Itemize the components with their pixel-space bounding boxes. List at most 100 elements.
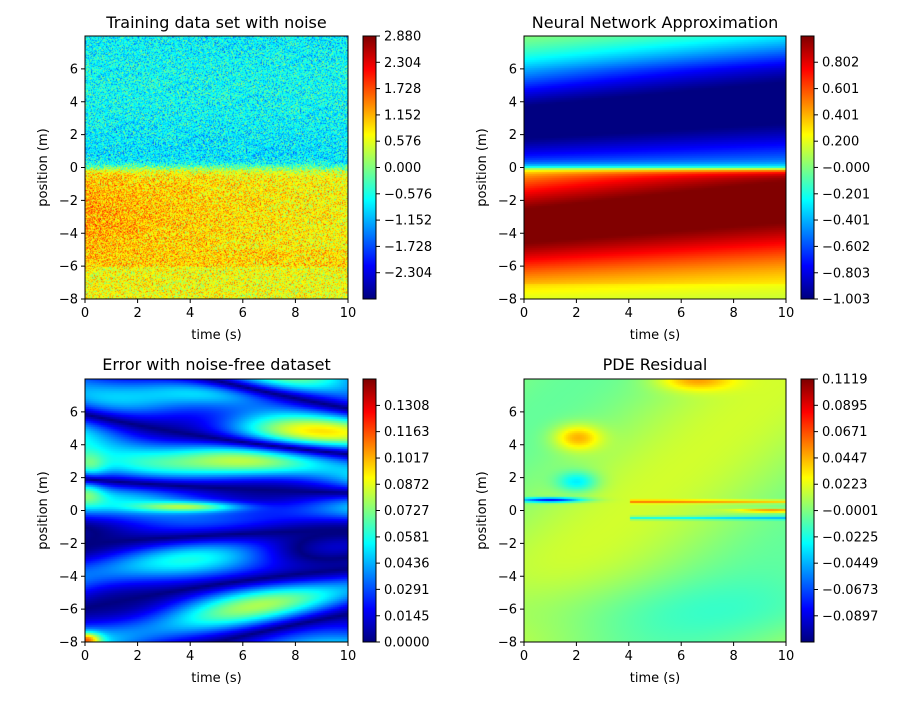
- colorbar-tick-label: −1.152: [384, 214, 432, 229]
- x-tick-label: 4: [186, 649, 194, 664]
- chart-title-3: Error with noise-free dataset: [102, 355, 331, 374]
- colorbar-tick-label: 0.0436: [384, 557, 430, 572]
- x-tick-label: 6: [677, 649, 685, 664]
- colorbar-tick-label: 0.0872: [384, 478, 430, 493]
- colorbar-tick-label: −0.000: [822, 161, 870, 176]
- y-tick-label: 6: [70, 62, 78, 77]
- colorbar-tick-label: 1.152: [384, 108, 421, 123]
- x-tick-label: 0: [520, 649, 528, 664]
- chart-title-4: PDE Residual: [603, 355, 708, 374]
- x-tick-label: 6: [677, 306, 685, 321]
- y-tick-label: −8: [59, 293, 78, 308]
- colorbar-tick-label: 0.0727: [384, 504, 430, 519]
- colorbar-tick-label: 0.0145: [384, 609, 430, 624]
- colorbar-tick-label: 1.728: [384, 82, 421, 97]
- y-tick-label: 0: [509, 504, 517, 519]
- y-tick-label: 4: [509, 95, 517, 110]
- chart-title-2: Neural Network Approximation: [532, 13, 779, 32]
- x-axis-label: time (s): [191, 328, 241, 343]
- x-tick-label: 10: [340, 306, 357, 321]
- subplot-3: [84, 378, 349, 643]
- y-tick-label: 0: [509, 161, 517, 176]
- y-tick-label: −4: [59, 570, 78, 585]
- colorbar-tick-label: −0.0897: [822, 609, 878, 624]
- y-tick-label: −2: [59, 194, 78, 209]
- colorbar-tick-label: −1.003: [822, 293, 870, 308]
- y-tick-label: −6: [59, 260, 78, 275]
- y-tick-label: 2: [509, 471, 517, 486]
- y-axis-label: position (m): [36, 128, 51, 206]
- colorbar-1: [363, 36, 376, 299]
- colorbar-tick-label: 2.880: [384, 30, 421, 45]
- colorbar-3: [363, 379, 376, 642]
- x-tick-label: 2: [133, 306, 141, 321]
- y-tick-label: −6: [498, 603, 517, 618]
- y-tick-label: −2: [498, 537, 517, 552]
- y-tick-label: 4: [70, 438, 78, 453]
- heatmap-3: [85, 379, 348, 642]
- x-tick-label: 0: [520, 306, 528, 321]
- y-tick-label: −4: [498, 227, 517, 242]
- colorbar-2: [801, 36, 814, 299]
- chart-title-1: Training data set with noise: [105, 13, 326, 32]
- y-tick-label: −2: [498, 194, 517, 209]
- y-tick-label: 4: [70, 95, 78, 110]
- x-tick-label: 10: [778, 649, 795, 664]
- colorbar-tick-label: −0.602: [822, 240, 870, 255]
- x-axis-label: time (s): [191, 671, 241, 686]
- heatmap-1: [85, 36, 348, 299]
- colorbar-tick-label: 0.0223: [822, 478, 868, 493]
- colorbar-tick-label: 0.0895: [822, 399, 868, 414]
- y-tick-label: −8: [59, 636, 78, 651]
- colorbar-tick-label: 0.1017: [384, 452, 430, 467]
- y-axis-label: position (m): [475, 128, 490, 206]
- x-tick-label: 4: [186, 306, 194, 321]
- colorbar-tick-label: 2.304: [384, 56, 421, 71]
- x-tick-label: 0: [81, 306, 89, 321]
- colorbar-tick-label: 0.0291: [384, 583, 430, 598]
- colorbar-tick-label: 0.000: [384, 161, 421, 176]
- y-tick-label: −2: [59, 537, 78, 552]
- colorbar-tick-label: 0.1163: [384, 425, 430, 440]
- colorbar-tick-label: 0.0581: [384, 530, 430, 545]
- colorbar-tick-label: 0.0447: [822, 451, 868, 466]
- x-tick-label: 6: [239, 306, 247, 321]
- colorbar-tick-label: −0.576: [384, 187, 432, 202]
- y-axis-label: position (m): [36, 471, 51, 549]
- x-tick-label: 4: [625, 306, 633, 321]
- colorbar-tick-label: 0.576: [384, 135, 421, 150]
- y-tick-label: 4: [509, 438, 517, 453]
- subplot-2: [523, 35, 787, 300]
- colorbar-tick-label: −0.803: [822, 266, 870, 281]
- y-tick-label: −6: [59, 603, 78, 618]
- colorbar-tick-label: −0.0673: [822, 583, 878, 598]
- x-tick-label: 4: [625, 649, 633, 664]
- colorbar-tick-label: −2.304: [384, 266, 432, 281]
- colorbar-tick-label: −0.0225: [822, 530, 878, 545]
- x-tick-label: 8: [729, 649, 737, 664]
- y-tick-label: 0: [70, 161, 78, 176]
- y-tick-label: 2: [509, 128, 517, 143]
- x-axis-label: time (s): [630, 671, 680, 686]
- x-tick-label: 10: [778, 306, 795, 321]
- y-tick-label: −4: [498, 570, 517, 585]
- colorbar-tick-label: −0.401: [822, 214, 870, 229]
- subplot-4: [523, 378, 787, 643]
- colorbar-4: [801, 379, 814, 642]
- colorbar-tick-label: 0.1119: [822, 373, 868, 388]
- x-tick-label: 2: [133, 649, 141, 664]
- colorbar-tick-label: −0.0001: [822, 504, 878, 519]
- y-tick-label: −8: [498, 636, 517, 651]
- colorbar-tick-label: −0.0449: [822, 557, 878, 572]
- colorbar-tick-label: −0.201: [822, 187, 870, 202]
- y-tick-label: 6: [70, 405, 78, 420]
- y-tick-label: 0: [70, 504, 78, 519]
- heatmap-2: [524, 36, 786, 299]
- y-tick-label: 6: [509, 405, 517, 420]
- x-tick-label: 8: [291, 306, 299, 321]
- x-tick-label: 2: [572, 649, 580, 664]
- x-tick-label: 0: [81, 649, 89, 664]
- colorbar-tick-label: 0.802: [822, 56, 859, 71]
- x-tick-label: 8: [729, 306, 737, 321]
